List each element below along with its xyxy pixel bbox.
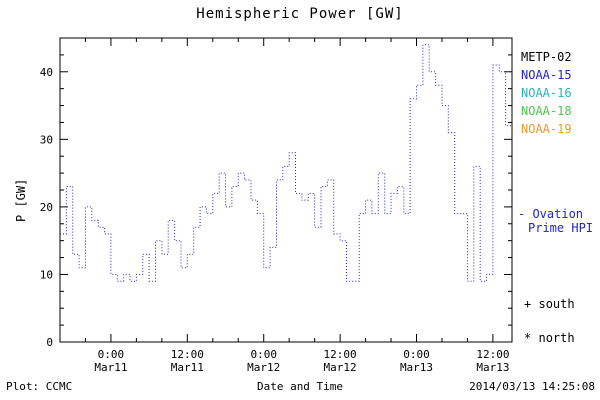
plus-marker-icon: + [524, 297, 532, 311]
timestamp-label: 2014/03/13 14:25:08 [469, 380, 595, 393]
svg-text:12:00: 12:00 [171, 348, 204, 361]
svg-text:30: 30 [40, 133, 53, 146]
svg-text:Mar12: Mar12 [324, 361, 357, 374]
ovation-line-label-line2: Prime HPI [528, 221, 594, 235]
svg-text:0:00: 0:00 [250, 348, 277, 361]
asterisk-marker-icon: * [524, 331, 532, 345]
svg-text:Mar13: Mar13 [476, 361, 509, 374]
marker-north-label: north [538, 331, 575, 345]
svg-text:0:00: 0:00 [98, 348, 125, 361]
satellite-legend: METP-02 NOAA-15 NOAA-16 NOAA-18 NOAA-19 [521, 48, 572, 138]
svg-text:Mar11: Mar11 [171, 361, 204, 374]
legend-item-noaa19: NOAA-19 [521, 122, 572, 136]
svg-text:12:00: 12:00 [476, 348, 509, 361]
ovation-line-label: - Ovation Prime HPI [518, 207, 593, 235]
legend-item-metp02: METP-02 [521, 50, 572, 64]
svg-text:Mar13: Mar13 [400, 361, 433, 374]
ovation-line-label-line1: - Ovation [518, 207, 584, 221]
x-axis-caption: Date and Time [256, 380, 344, 393]
svg-text:12:00: 12:00 [324, 348, 357, 361]
svg-text:10: 10 [40, 268, 53, 281]
marker-legend-south: + south [524, 297, 575, 311]
marker-legend-north: * north [524, 331, 575, 345]
legend-item-noaa18: NOAA-18 [521, 104, 572, 118]
marker-south-label: south [538, 297, 575, 311]
y-axis-label: P [GW] [14, 178, 28, 222]
legend-item-noaa15: NOAA-15 [521, 68, 572, 82]
svg-text:20: 20 [40, 201, 53, 214]
plot-source-label: Plot: CCMC [6, 380, 73, 393]
svg-text:0:00: 0:00 [403, 348, 430, 361]
legend-item-noaa16: NOAA-16 [521, 86, 572, 100]
chart-title: Hemispheric Power [GW] [196, 6, 404, 22]
svg-text:0: 0 [46, 336, 53, 349]
svg-text:Mar12: Mar12 [247, 361, 280, 374]
svg-text:40: 40 [40, 66, 53, 79]
svg-text:Mar11: Mar11 [94, 361, 127, 374]
